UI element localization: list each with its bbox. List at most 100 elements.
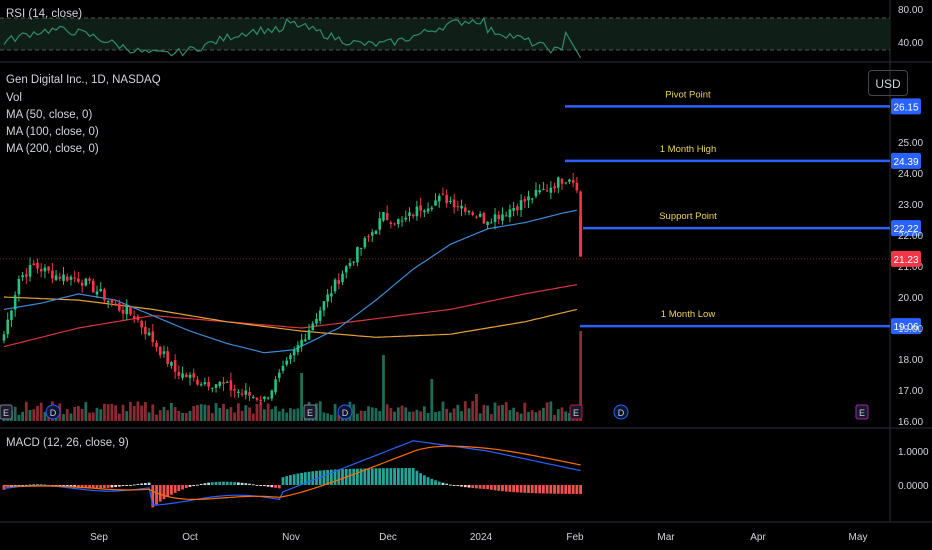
price-ticks: 25.00 24.00 23.00 22.00 21.00 20.00 19.00 18.00… (898, 138, 923, 428)
macd-bar (434, 480, 437, 485)
macd-bar (214, 481, 218, 485)
macd-bar (359, 468, 363, 485)
macd-bar (259, 485, 263, 486)
volume-bar (289, 408, 292, 421)
candle-body (441, 193, 445, 195)
candle-body (121, 309, 125, 314)
volume-bar (493, 402, 497, 421)
macd-bar (289, 475, 292, 485)
candle-body (516, 206, 519, 211)
candle-body (173, 360, 177, 372)
volume-bar (266, 403, 270, 421)
candle-body (527, 196, 530, 201)
candle-body (519, 200, 523, 211)
volume-bar (244, 405, 248, 421)
macd-bar (218, 481, 222, 485)
volume-bar (434, 412, 437, 421)
macd-bar (571, 485, 575, 494)
candle-body (311, 323, 315, 331)
candle-body (512, 208, 515, 211)
candle-body (177, 371, 181, 376)
macd-bar (422, 475, 426, 485)
volume-bar (422, 406, 426, 421)
macd-bar (77, 485, 80, 488)
macd-bar (84, 485, 88, 489)
volume-bar (177, 410, 181, 421)
legend-ma200: MA (200, close, 0) (6, 143, 99, 155)
macd-bar (188, 485, 192, 487)
candle-body (10, 310, 13, 320)
volume-bar (515, 411, 519, 421)
earnings-marker (569, 404, 583, 420)
macd-bar (404, 468, 408, 485)
volume-bar (210, 413, 214, 421)
candle-body (132, 316, 136, 319)
volume-bar (21, 411, 24, 421)
candle-body (170, 362, 173, 366)
macd-bar (270, 485, 274, 488)
candle-body (497, 214, 501, 220)
volume-bar (527, 411, 530, 421)
candle-body (389, 222, 393, 225)
level-name: Pivot Point (665, 89, 711, 100)
candle-body (304, 339, 307, 342)
macd-bar (210, 482, 214, 485)
macd-bar (125, 485, 129, 486)
volume-bar (188, 410, 192, 421)
macd-bar (251, 484, 255, 486)
volume-bar (170, 402, 173, 421)
volume-bar (110, 403, 114, 421)
volume-bar (449, 412, 452, 421)
currency-button[interactable]: USD (868, 70, 908, 96)
event-marker-label: E (859, 408, 865, 418)
level-name: 1 Month Low (661, 309, 716, 320)
candle-body (452, 199, 456, 208)
macd-bar (99, 485, 103, 489)
rsi-tick-40: 40.00 (898, 38, 923, 49)
volume-bar (281, 408, 285, 421)
macd-bar (121, 485, 125, 487)
macd-bar (103, 485, 106, 489)
macd-line (3, 440, 581, 506)
candle-body (478, 213, 482, 217)
macd-bar (292, 474, 296, 485)
macd-bar (471, 485, 475, 489)
macd-bar (445, 483, 449, 485)
volume-bar (196, 405, 199, 421)
candle-body (58, 276, 62, 279)
volume-bar (460, 411, 463, 421)
macd-bar (564, 485, 568, 494)
macd-bar (143, 482, 147, 485)
macd-bar (147, 482, 151, 485)
rsi-band (0, 18, 890, 50)
macd-bar (482, 485, 486, 489)
rsi-label: RSI (14, close) (6, 8, 82, 20)
candle-body (553, 186, 556, 189)
candle-body (315, 318, 318, 324)
macd-bar (467, 485, 471, 488)
volume-bar (69, 413, 73, 421)
macd-bar (568, 485, 571, 494)
macd-bar (512, 485, 516, 493)
candle-body (370, 232, 374, 236)
volume-bar (103, 403, 106, 421)
volume-bar (207, 405, 210, 421)
candle-body (471, 212, 475, 215)
ma200-line (3, 296, 578, 338)
macd-bar (274, 485, 277, 488)
volume-bar (411, 411, 415, 421)
candle-body (493, 214, 497, 222)
candle-body (36, 262, 39, 269)
level-badge (891, 220, 921, 237)
candle-body (318, 310, 322, 321)
candle-body (337, 280, 341, 284)
macd-bar (28, 484, 32, 486)
candle-body (88, 278, 91, 281)
candle-body (80, 282, 84, 286)
candle-body (77, 278, 80, 282)
volume-bar (486, 405, 489, 421)
candle-body (300, 339, 303, 347)
macd-bar (486, 485, 489, 490)
macd-bar (549, 485, 553, 494)
candle-body (281, 365, 285, 371)
